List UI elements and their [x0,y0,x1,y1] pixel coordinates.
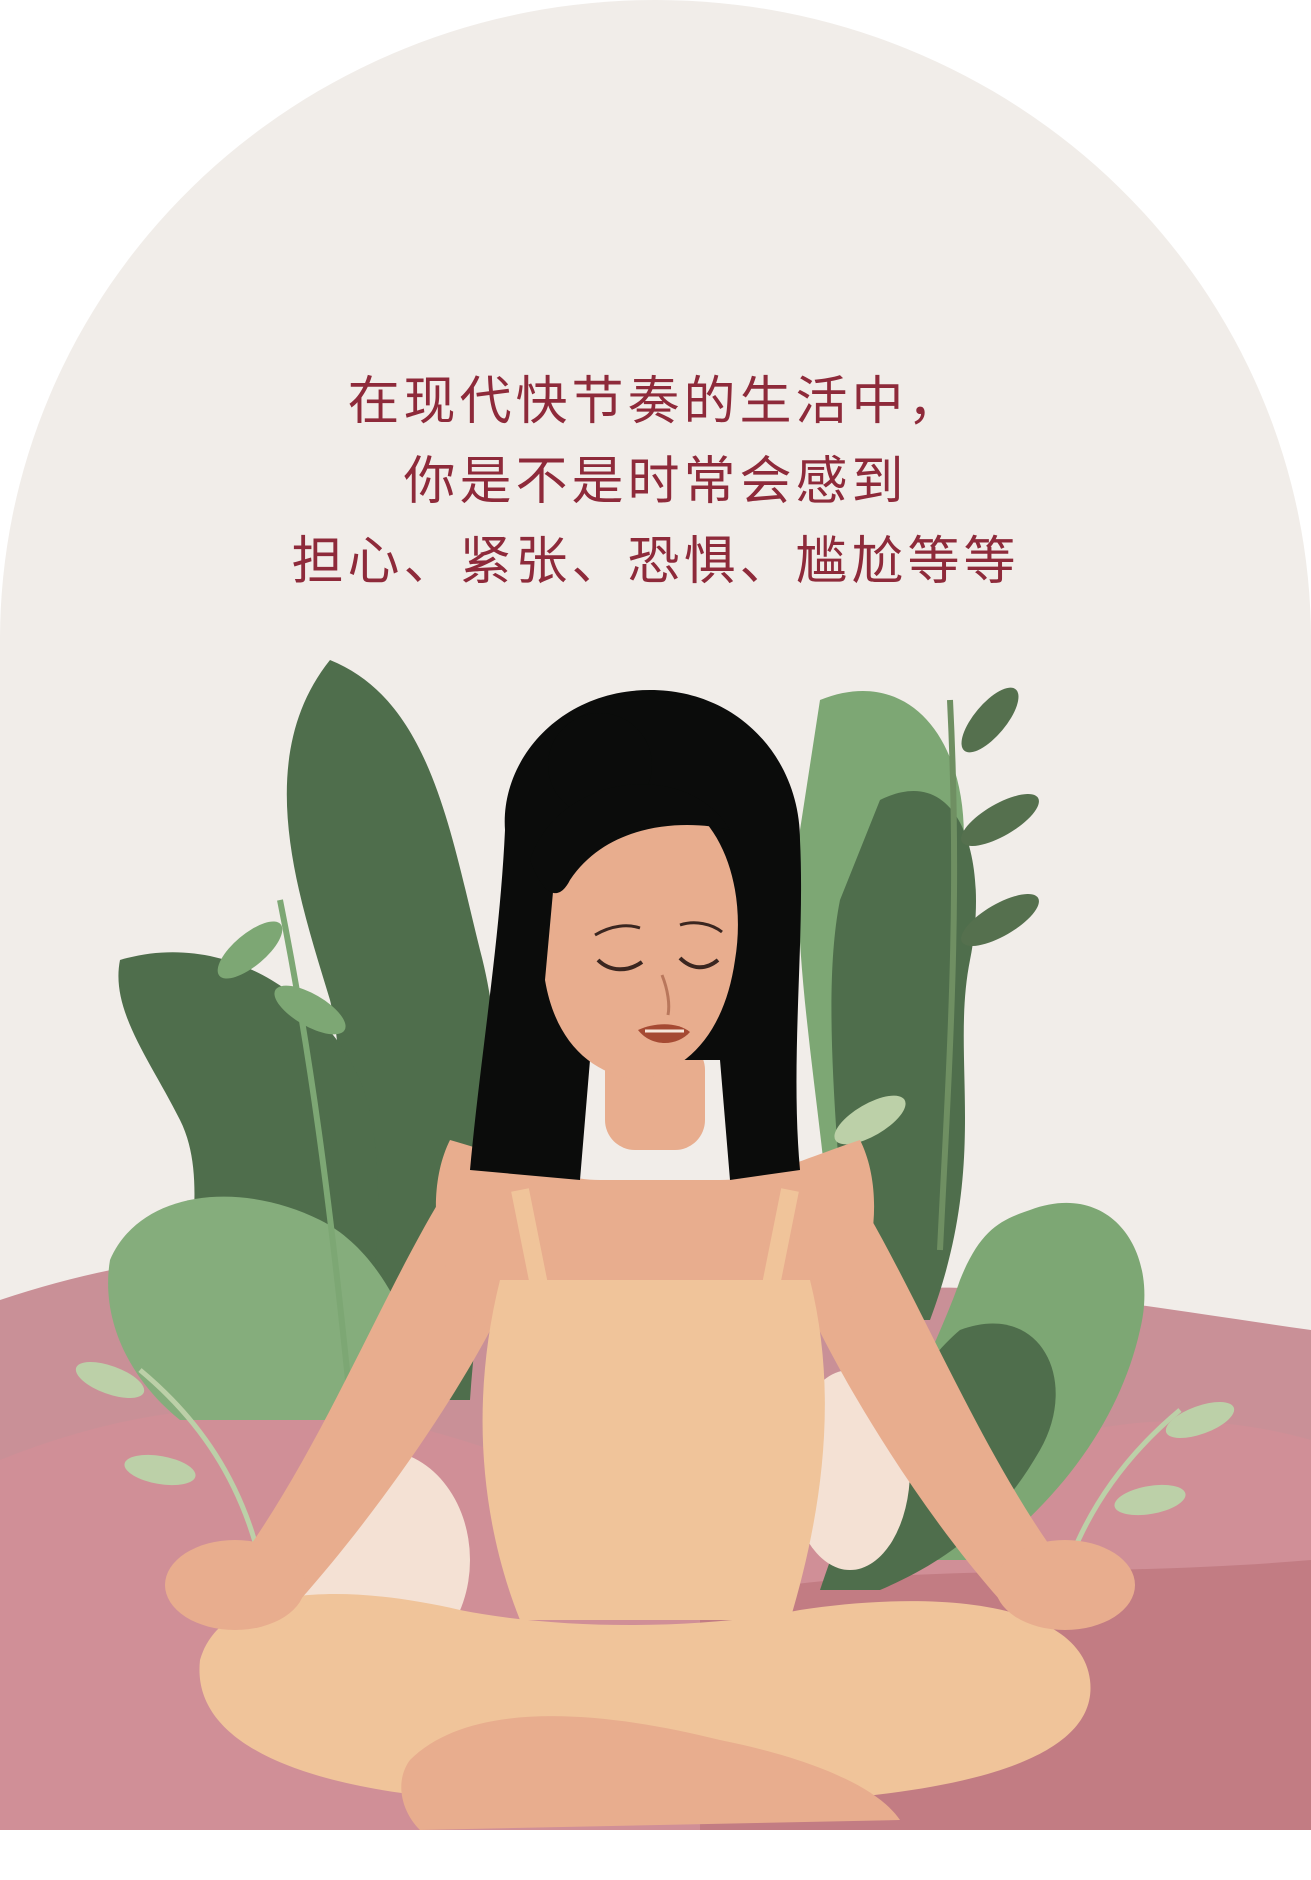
arch-background: 在现代快节奏的生活中， 你是不是时常会感到 担心、紧张、恐惧、尴尬等等 [0,0,1311,1830]
meditation-illustration [0,660,1311,1830]
caption-line-2: 你是不是时常会感到 [403,452,908,512]
caption-line-1: 在现代快节奏的生活中， [347,372,964,432]
caption: 在现代快节奏的生活中， 你是不是时常会感到 担心、紧张、恐惧、尴尬等等 [0,362,1311,602]
caption-line-3: 担心、紧张、恐惧、尴尬等等 [291,532,1020,592]
woman-meditating-icon [165,690,1135,1830]
